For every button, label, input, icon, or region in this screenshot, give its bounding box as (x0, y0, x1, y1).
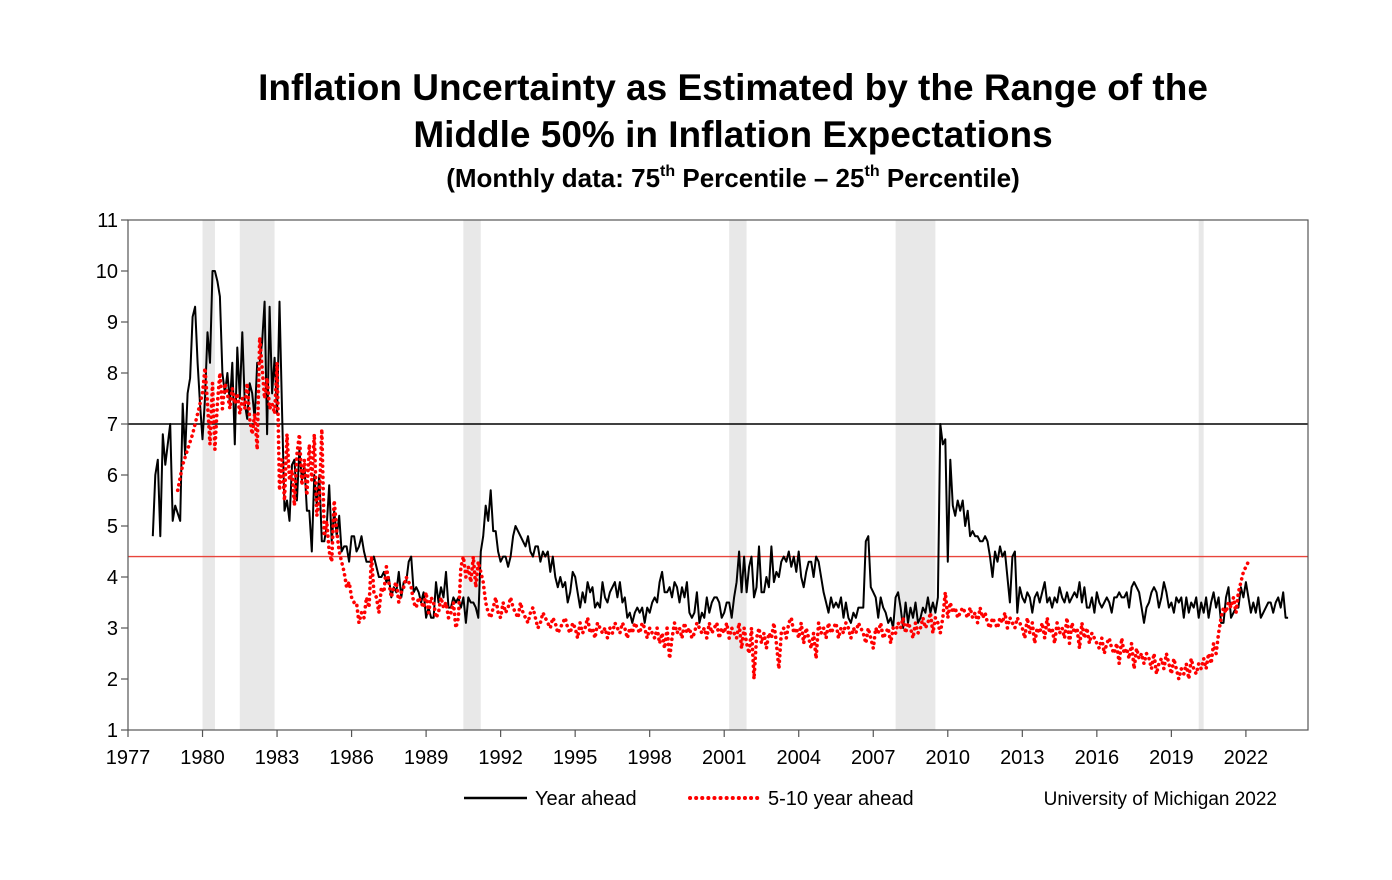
y-tick-label: 6 (107, 465, 118, 487)
y-tick-label: 11 (97, 210, 118, 232)
subtitle-middle: Percentile – 25 (675, 163, 864, 193)
subtitle-prefix: (Monthly data: 75 (446, 163, 660, 193)
y-tick-label: 8 (107, 363, 118, 385)
subtitle-suffix: Percentile) (880, 163, 1020, 193)
subtitle-sup-2: th (864, 163, 879, 180)
y-tick-label: 7 (107, 414, 118, 436)
recession-band (1198, 220, 1204, 730)
x-tick-label: 2007 (851, 747, 896, 769)
x-tick-label: 1995 (553, 747, 598, 769)
subtitle-sup-1: th (660, 163, 675, 180)
x-tick-label: 1989 (404, 747, 449, 769)
reference-lines (128, 423, 1308, 558)
series-line-5-10-year-ahead (175, 335, 1251, 681)
legend-label-year-ahead: Year ahead (535, 788, 637, 810)
x-tick-label: 1992 (478, 747, 523, 769)
x-tick-label: 2013 (1000, 747, 1045, 769)
legend-label-5-10-year-ahead: 5-10 year ahead (768, 788, 914, 810)
chart-title-line-1: Inflation Uncertainty as Estimated by th… (258, 67, 1208, 108)
axes: 1 2 3 4 5 6 7 8 9 10 11 1977 1980 1983 1986 1989 1992 199… (96, 210, 1268, 769)
x-tick-label: 1980 (180, 747, 225, 769)
y-tick-label: 2 (107, 669, 118, 691)
x-tick-label: 2010 (926, 747, 971, 769)
y-tick-label: 10 (96, 261, 118, 283)
x-tick-label: 1983 (255, 747, 300, 769)
x-tick-label: 2001 (702, 747, 747, 769)
legend: Year ahead 5-10 year ahead (464, 788, 914, 810)
y-tick-label: 4 (107, 567, 118, 589)
recession-bands (202, 220, 1204, 730)
source-note: University of Michigan 2022 (1044, 789, 1277, 810)
x-tick-label: 1986 (329, 747, 374, 769)
x-tick-label: 1998 (627, 747, 672, 769)
series-line-year-ahead (151, 270, 1289, 629)
chart-title-line-2: Middle 50% in Inflation Expectations (413, 114, 1052, 155)
x-tick-label: 2004 (776, 747, 821, 769)
x-tick-label: 1977 (106, 747, 151, 769)
recession-band (729, 220, 747, 730)
recession-band (895, 220, 936, 730)
recession-band (463, 220, 481, 730)
x-tick-label: 2022 (1224, 747, 1269, 769)
y-tick-label: 1 (107, 720, 118, 742)
y-tick-label: 9 (107, 312, 118, 334)
x-tick-label: 2016 (1075, 747, 1120, 769)
y-tick-label: 3 (107, 618, 118, 640)
y-tick-label: 5 (107, 516, 118, 538)
x-tick-label: 2019 (1149, 747, 1194, 769)
chart-subtitle: (Monthly data: 75th Percentile – 25th Pe… (446, 163, 1020, 193)
series-lines (151, 270, 1289, 681)
recession-band (202, 220, 215, 730)
recession-band (239, 220, 275, 730)
